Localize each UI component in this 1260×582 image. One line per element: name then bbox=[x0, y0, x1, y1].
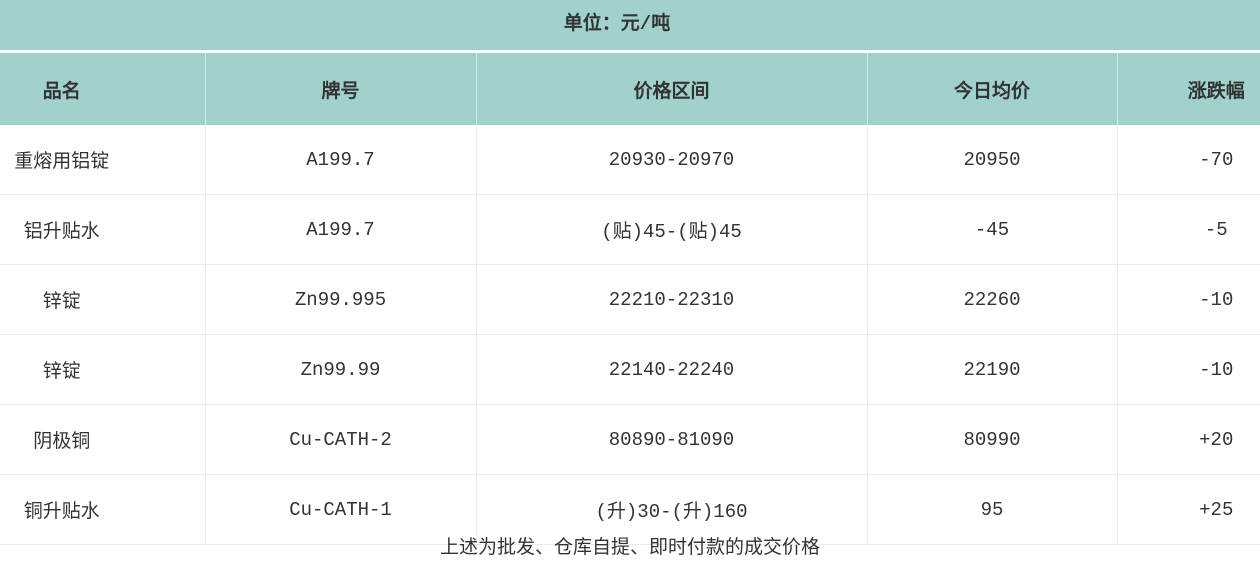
cell-change: +25 bbox=[1117, 474, 1260, 545]
metal-price-table: 品名 牌号 价格区间 今日均价 涨跌幅 重熔用铝锭 A199.7 20930-2… bbox=[0, 53, 1260, 545]
footer-note: 上述为批发、仓库自提、即时付款的成交价格 bbox=[439, 537, 820, 559]
table-row: 锌锭 Zn99.99 22140-22240 22190 -10 bbox=[0, 334, 1260, 405]
cell-avg-price: 95 bbox=[867, 474, 1118, 545]
cell-grade: Zn99.995 bbox=[205, 264, 477, 335]
cell-product-name: 铜升贴水 bbox=[0, 474, 206, 545]
table-row: 铝升贴水 A199.7 (贴)45-(贴)45 -45 -5 bbox=[0, 194, 1260, 265]
table-header-row: 品名 牌号 价格区间 今日均价 涨跌幅 bbox=[0, 53, 1260, 125]
cell-change: -10 bbox=[1117, 264, 1260, 335]
cell-price-range: (升)30-(升)160 bbox=[476, 474, 868, 545]
cell-grade: Cu-CATH-1 bbox=[205, 474, 477, 545]
table-row: 阴极铜 Cu-CATH-2 80890-81090 80990 +20 bbox=[0, 404, 1260, 475]
cell-change: -70 bbox=[1117, 125, 1260, 195]
cell-avg-price: 80990 bbox=[867, 404, 1118, 475]
unit-label: 单位：元/吨 bbox=[0, 0, 1260, 50]
cell-price-range: 80890-81090 bbox=[476, 404, 868, 475]
cell-grade: Zn99.99 bbox=[205, 334, 477, 405]
cell-price-range: 20930-20970 bbox=[476, 125, 868, 195]
header-cell-avg-price: 今日均价 bbox=[867, 53, 1118, 125]
cell-avg-price: -45 bbox=[867, 194, 1118, 265]
cell-change: -10 bbox=[1117, 334, 1260, 405]
cell-product-name: 锌锭 bbox=[0, 334, 206, 405]
cell-price-range: 22210-22310 bbox=[476, 264, 868, 335]
header-cell-product-name: 品名 bbox=[0, 53, 206, 125]
cell-avg-price: 20950 bbox=[867, 125, 1118, 195]
cell-product-name: 阴极铜 bbox=[0, 404, 206, 475]
cell-grade: A199.7 bbox=[205, 125, 477, 195]
cell-price-range: 22140-22240 bbox=[476, 334, 868, 405]
header-cell-price-range: 价格区间 bbox=[476, 53, 868, 125]
cell-product-name: 重熔用铝锭 bbox=[0, 125, 206, 195]
cell-product-name: 铝升贴水 bbox=[0, 194, 206, 265]
cell-change: -5 bbox=[1117, 194, 1260, 265]
cell-price-range: (贴)45-(贴)45 bbox=[476, 194, 868, 265]
cell-grade: A199.7 bbox=[205, 194, 477, 265]
table-scroll-area: 单位：元/吨 品名 牌号 价格区间 今日均价 涨跌幅 bbox=[0, 0, 1260, 545]
cell-grade: Cu-CATH-2 bbox=[205, 404, 477, 475]
header-cell-grade: 牌号 bbox=[205, 53, 477, 125]
table-row: 锌锭 Zn99.995 22210-22310 22260 -10 bbox=[0, 264, 1260, 335]
table-row: 铜升贴水 Cu-CATH-1 (升)30-(升)160 95 +25 bbox=[0, 474, 1260, 545]
cell-change: +20 bbox=[1117, 404, 1260, 475]
cell-avg-price: 22190 bbox=[867, 334, 1118, 405]
cell-avg-price: 22260 bbox=[867, 264, 1118, 335]
cell-product-name: 锌锭 bbox=[0, 264, 206, 335]
table-row: 重熔用铝锭 A199.7 20930-20970 20950 -70 bbox=[0, 125, 1260, 195]
header-cell-change: 涨跌幅 bbox=[1117, 53, 1260, 125]
